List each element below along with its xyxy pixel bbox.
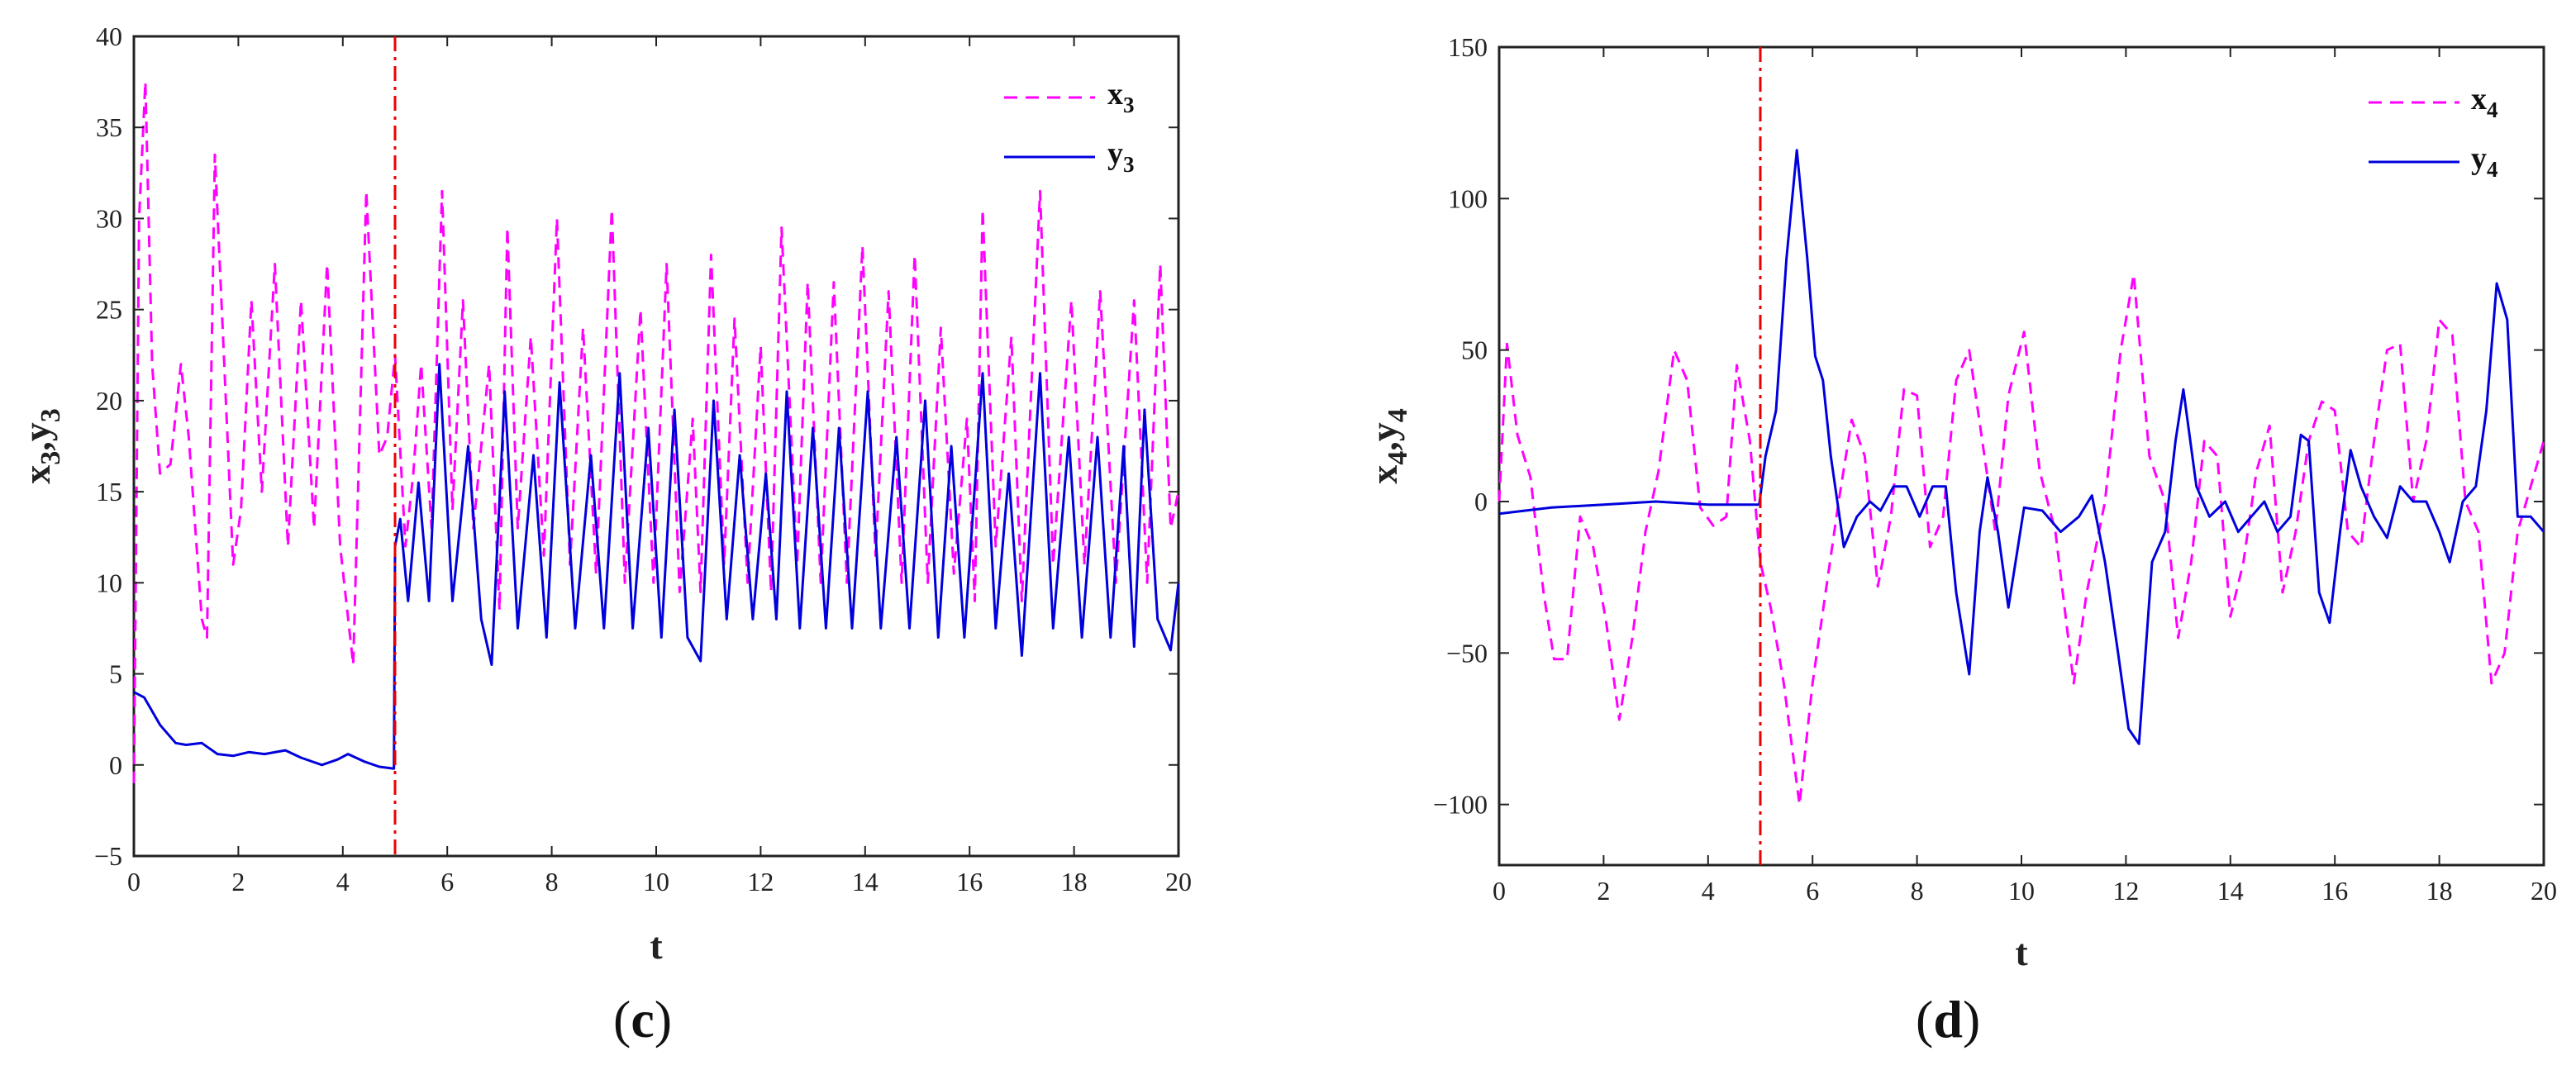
x-tick-label-c: 6 bbox=[440, 867, 454, 896]
y-tick-label-d: −100 bbox=[1433, 790, 1488, 820]
y-tick-label-c: 30 bbox=[96, 203, 122, 233]
x-tick-label-d: 4 bbox=[1702, 876, 1715, 906]
y-tick-label-d: −50 bbox=[1446, 638, 1488, 668]
y-tick-label-c: 10 bbox=[96, 568, 122, 597]
x-tick-label-d: 0 bbox=[1493, 876, 1506, 906]
x-tick-label-c: 8 bbox=[545, 867, 559, 896]
x-tick-label-d: 20 bbox=[2531, 876, 2557, 906]
x-tick-label-d: 10 bbox=[2008, 876, 2035, 906]
series-line-y4 bbox=[1498, 149, 2545, 745]
y-axis-label-c-base2: y bbox=[16, 422, 58, 441]
plot-frame-d bbox=[1498, 45, 2545, 867]
x-tick-label-d: 8 bbox=[1911, 876, 1924, 906]
x-tick-label-d: 18 bbox=[2426, 876, 2453, 906]
legend-c-x3-label: x3 bbox=[1107, 77, 1135, 117]
x-tick-label-c: 12 bbox=[747, 867, 774, 896]
y-tick-label-c: 15 bbox=[96, 477, 122, 506]
y-axis-label-d: x4,y4 bbox=[1363, 408, 1413, 484]
x-tick-label-c: 0 bbox=[127, 867, 140, 896]
y-tick-label-c: 25 bbox=[96, 295, 122, 325]
y-axis-label-d-base: x bbox=[1363, 465, 1405, 484]
panel-label-c: (c) bbox=[613, 990, 672, 1049]
ticks-group-d: 0 2 4 6 8 10 12 14 16 18 20 −100 −50 0 50 100 150 bbox=[1433, 32, 2557, 906]
y-tick-label-d: 50 bbox=[1461, 335, 1488, 365]
x-axis-label-d: t bbox=[2015, 931, 2028, 973]
x-tick-label-d: 14 bbox=[2217, 876, 2244, 906]
panel-label-d: (d) bbox=[1916, 990, 1980, 1049]
y-tick-label-d: 0 bbox=[1474, 487, 1488, 516]
y-tick-label-d: 100 bbox=[1448, 183, 1488, 213]
x-tick-label-c: 2 bbox=[231, 867, 245, 896]
y-axis-label-c-base: x bbox=[16, 465, 58, 484]
x-tick-label-c: 20 bbox=[1165, 867, 1192, 896]
legend-c: x3 y3 bbox=[1004, 77, 1135, 177]
y-tick-label-c: −5 bbox=[94, 841, 122, 871]
series-line-x3 bbox=[132, 80, 1180, 783]
x-tick-label-d: 6 bbox=[1806, 876, 1819, 906]
y-tick-label-c: 5 bbox=[109, 659, 122, 689]
y-axis-label-d-base2: y bbox=[1363, 422, 1405, 441]
y-axis-label-c: x3,y3 bbox=[16, 408, 66, 484]
x-tick-label-c: 4 bbox=[336, 867, 350, 896]
series-group-c bbox=[132, 36, 1180, 856]
y-axis-label-d-sub1: 4 bbox=[1383, 451, 1413, 465]
x-tick-label-c: 18 bbox=[1061, 867, 1088, 896]
x-tick-label-c: 16 bbox=[956, 867, 983, 896]
y-tick-label-d: 150 bbox=[1448, 32, 1488, 62]
x-tick-label-c: 14 bbox=[852, 867, 879, 896]
x-tick-label-d: 2 bbox=[1597, 876, 1610, 906]
y-tick-label-c: 40 bbox=[96, 21, 122, 51]
legend-d-x4-label: x4 bbox=[2471, 82, 2498, 122]
series-line-x4 bbox=[1498, 273, 2545, 806]
y-axis-label-c-sub1: 3 bbox=[36, 451, 66, 465]
y-axis-label-d-sub2: 4 bbox=[1383, 408, 1413, 422]
legend-d: x4 y4 bbox=[2369, 82, 2498, 182]
x-tick-label-d: 12 bbox=[2112, 876, 2139, 906]
y-tick-label-c: 35 bbox=[96, 112, 122, 142]
y-axis-label-c-sub2: 3 bbox=[36, 408, 66, 422]
series-line-y3 bbox=[133, 363, 1180, 770]
legend-d-y4-label: y4 bbox=[2471, 141, 2498, 182]
x-axis-label-c: t bbox=[650, 925, 663, 967]
y-tick-label-c: 20 bbox=[96, 386, 122, 416]
y-axis-label-d-sep: , bbox=[1363, 441, 1405, 451]
series-group-d bbox=[1498, 47, 2545, 865]
x-tick-label-c: 10 bbox=[643, 867, 669, 896]
legend-c-y3-label: y3 bbox=[1107, 136, 1135, 177]
x-tick-label-d: 16 bbox=[2321, 876, 2348, 906]
plot-frame-c bbox=[132, 35, 1180, 858]
y-axis-label-c-sep: , bbox=[16, 441, 58, 451]
y-tick-label-c: 0 bbox=[109, 750, 122, 780]
